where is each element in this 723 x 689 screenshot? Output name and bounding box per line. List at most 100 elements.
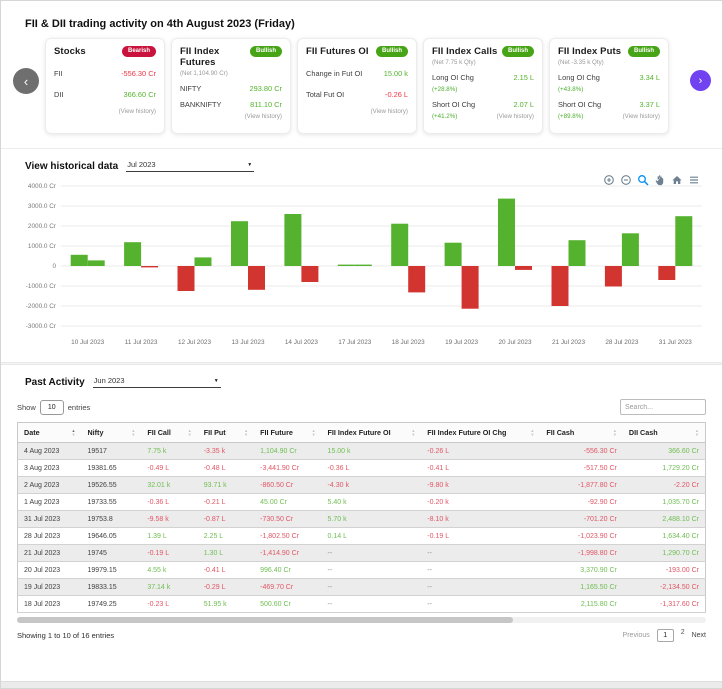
chevron-right-icon: › <box>698 74 703 87</box>
svg-text:19 Jul 2023: 19 Jul 2023 <box>445 339 478 346</box>
cell-value: -9.58 k <box>141 510 198 528</box>
sort-icon: ▲ ▼ <box>311 427 316 437</box>
view-history-link[interactable]: (View history) <box>496 112 534 120</box>
column-header-inner: FII Index Future OI Chg ▲ ▼ <box>427 428 534 437</box>
metric-change-pct: (+89.8%) <box>558 112 584 120</box>
cell-value: 5.40 k <box>321 493 422 511</box>
historical-month-select[interactable]: Jul 2023 ▼ <box>126 160 255 172</box>
metric-subrow: (+41.2%) (View history) <box>432 113 534 120</box>
card-body: NIFTY 293.80 Cr BANKNIFTY 811.10 Cr (View hi… <box>180 77 282 128</box>
metric-label: BANKNIFTY <box>180 99 222 109</box>
column-header-dii-cash[interactable]: DII Cash ▲ ▼ <box>622 422 706 443</box>
pagination-next[interactable]: Next <box>691 632 706 639</box>
view-history-link[interactable]: (View history) <box>118 108 156 115</box>
cell-value: 93.71 k <box>197 476 255 494</box>
metric-label: Long OI Chg <box>558 72 600 82</box>
cell-value: 19381.65 <box>81 459 142 477</box>
carousel-prev-button[interactable]: ‹ <box>13 68 39 94</box>
card-title: FII Index Puts <box>558 46 622 57</box>
fii-dii-bar-chart[interactable]: 4000.0 Cr 3000.0 Cr 2000.0 Cr 1000.0 Cr 0 -10… <box>7 172 714 354</box>
summary-card: FII Index Futures Bullish (Net 1,104.90 Cr… <box>171 38 291 134</box>
pan-icon[interactable] <box>654 174 666 186</box>
search-input[interactable] <box>620 399 706 415</box>
past-activity-table: Date ▲ ▼ Nifty ▲ ▼ FII Call ▲ ▼ FII Put ▲ ▼ FII Futu… <box>17 422 706 613</box>
column-header-inner: FII Cash ▲ ▼ <box>546 428 617 437</box>
metric-subrow: (+89.8%) (View history) <box>558 113 660 120</box>
column-header-fii-index-future-oi[interactable]: FII Index Future OI ▲ ▼ <box>321 422 422 443</box>
zoom-out-icon[interactable] <box>620 174 632 186</box>
horizontal-scrollbar-thumb[interactable] <box>17 617 514 623</box>
metric-value: 811.10 Cr <box>250 99 282 109</box>
sort-icon: ▲ ▼ <box>695 427 699 437</box>
cell-date: 20 Jul 2023 <box>17 561 82 579</box>
cell-value: -1,802.50 Cr <box>254 527 322 545</box>
cell-value: -0.48 L <box>197 459 255 477</box>
metric-subrow: (View history) <box>306 108 408 115</box>
pagination-page-2[interactable]: 2 <box>680 629 685 636</box>
table-row: 2 Aug 2023 19526.55 32.01 k 93.71 k -860.50 … <box>17 476 706 494</box>
column-header-fii-future[interactable]: FII Future ▲ ▼ <box>254 422 322 443</box>
cell-value: -0.49 L <box>141 459 198 477</box>
cell-value: -0.41 L <box>421 459 541 477</box>
table-row: 4 Aug 2023 19517 7.75 k -3.35 k 1,104.90 Cr 1… <box>17 442 706 460</box>
cell-value: 19733.55 <box>81 493 142 511</box>
cell-value: -92.90 Cr <box>540 493 623 511</box>
column-header-fii-call[interactable]: FII Call ▲ ▼ <box>141 422 198 443</box>
table-row: 31 Jul 2023 19753.8 -9.58 k -0.87 L -730.50 … <box>17 510 706 528</box>
column-header-inner: DII Cash ▲ ▼ <box>629 428 699 437</box>
table-footer: Showing 1 to 10 of 16 entries Previous 1… <box>1 623 722 642</box>
past-activity-month-select[interactable]: Jun 2023 ▼ <box>92 376 221 388</box>
historical-section-header: View historical data Jul 2023 ▼ <box>1 149 722 172</box>
cell-value: -1,414.90 Cr <box>254 544 322 562</box>
card-title: FII Futures OI <box>306 46 369 57</box>
sentiment-badge: Bullish <box>375 46 408 57</box>
column-header-date[interactable]: Date ▲ ▼ <box>17 422 82 443</box>
column-header-fii-put[interactable]: FII Put ▲ ▼ <box>197 422 255 443</box>
cell-value: -- <box>321 561 422 579</box>
cell-value: 1,729.20 Cr <box>622 459 706 477</box>
cell-value: 2.25 L <box>197 527 255 545</box>
page-size-select[interactable]: 10 <box>39 399 64 415</box>
past-activity-label: Past Activity <box>25 377 85 388</box>
cell-value: -3,441.90 Cr <box>254 459 322 477</box>
card-body: Long OI Chg 3.34 L (+43.8%) Short OI Chg 3.3… <box>558 66 660 128</box>
carousel-next-button[interactable]: › <box>690 70 711 91</box>
cell-value: -- <box>421 544 541 562</box>
metric-label: Change in Fut OI <box>306 69 363 78</box>
cell-value: 1,165.50 Cr <box>540 578 623 596</box>
cell-value: -- <box>321 544 422 562</box>
cell-value: -- <box>421 578 541 596</box>
view-history-link[interactable]: (View history) <box>622 112 660 120</box>
menu-icon[interactable] <box>688 174 700 186</box>
pagination-previous[interactable]: Previous <box>622 632 650 639</box>
selection-zoom-icon[interactable] <box>637 174 649 186</box>
column-header-fii-cash[interactable]: FII Cash ▲ ▼ <box>540 422 623 443</box>
chevron-left-icon: ‹ <box>23 73 29 89</box>
cell-value: -1,998.80 Cr <box>540 544 623 562</box>
svg-text:11 Jul 2023: 11 Jul 2023 <box>125 339 158 346</box>
dropdown-arrow-icon: ▼ <box>247 161 253 168</box>
column-header-fii-index-future-oi-chg[interactable]: FII Index Future OI Chg ▲ ▼ <box>421 422 541 443</box>
cell-value: -0.29 L <box>197 578 255 596</box>
card-net-subtitle: (Net 7.75 k Qty) <box>432 58 476 66</box>
card-header: FII Index Calls Bullish <box>432 46 534 57</box>
column-header-nifty[interactable]: Nifty ▲ ▼ <box>81 422 142 443</box>
cell-date: 3 Aug 2023 <box>17 459 82 477</box>
pagination-page-1[interactable]: 1 <box>656 629 674 642</box>
view-history-link[interactable]: (View history) <box>370 108 408 115</box>
view-history-link[interactable]: (View history) <box>244 112 282 120</box>
column-header-inner: FII Put ▲ ▼ <box>204 428 248 437</box>
svg-text:3000.0 Cr: 3000.0 Cr <box>28 203 57 210</box>
home-icon[interactable] <box>671 174 683 186</box>
svg-text:1000.0 Cr: 1000.0 Cr <box>28 243 57 250</box>
historical-label: View historical data <box>25 161 119 172</box>
cell-date: 31 Jul 2023 <box>17 510 82 528</box>
svg-text:28 Jul 2023: 28 Jul 2023 <box>605 339 638 346</box>
column-header-label: FII Call <box>147 428 171 437</box>
card-title: FII Index Futures <box>180 46 220 68</box>
table-row: 18 Jul 2023 19749.25 -0.23 L 51.95 k 500.60 … <box>17 595 706 613</box>
zoom-in-icon[interactable] <box>603 174 615 186</box>
cell-value: 1.30 L <box>197 544 255 562</box>
page-bottom-strip <box>1 681 722 688</box>
horizontal-scrollbar-track[interactable] <box>17 617 706 623</box>
